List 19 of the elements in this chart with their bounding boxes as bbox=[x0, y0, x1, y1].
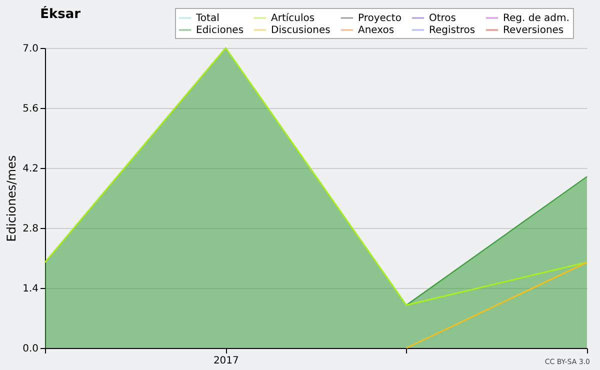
y-tick-label: 1.4 bbox=[22, 284, 38, 294]
legend-label: Registros bbox=[429, 25, 476, 36]
legend-label: Proyecto bbox=[358, 13, 402, 24]
legend-label: Ediciones bbox=[196, 25, 244, 36]
y-axis-title: Ediciones/mes bbox=[4, 155, 19, 242]
legend-label: Total bbox=[195, 13, 220, 24]
legend-label: Anexos bbox=[358, 25, 394, 36]
y-tick-label: 5.6 bbox=[22, 104, 38, 114]
legend-label: Reversiones bbox=[503, 25, 564, 36]
legend-label: Artículos bbox=[271, 13, 315, 24]
chart-title: Éksar bbox=[40, 5, 82, 22]
x-tick-label: 2017 bbox=[213, 356, 239, 366]
y-tick-label: 4.2 bbox=[22, 164, 38, 174]
legend-label: Reg. de adm. bbox=[503, 13, 570, 24]
y-tick-label: 7.0 bbox=[22, 44, 38, 54]
legend-label: Discusiones bbox=[271, 25, 330, 36]
legend-label: Otros bbox=[429, 13, 456, 24]
y-tick-label: 0.0 bbox=[22, 344, 38, 354]
y-tick-label: 2.8 bbox=[22, 224, 38, 234]
